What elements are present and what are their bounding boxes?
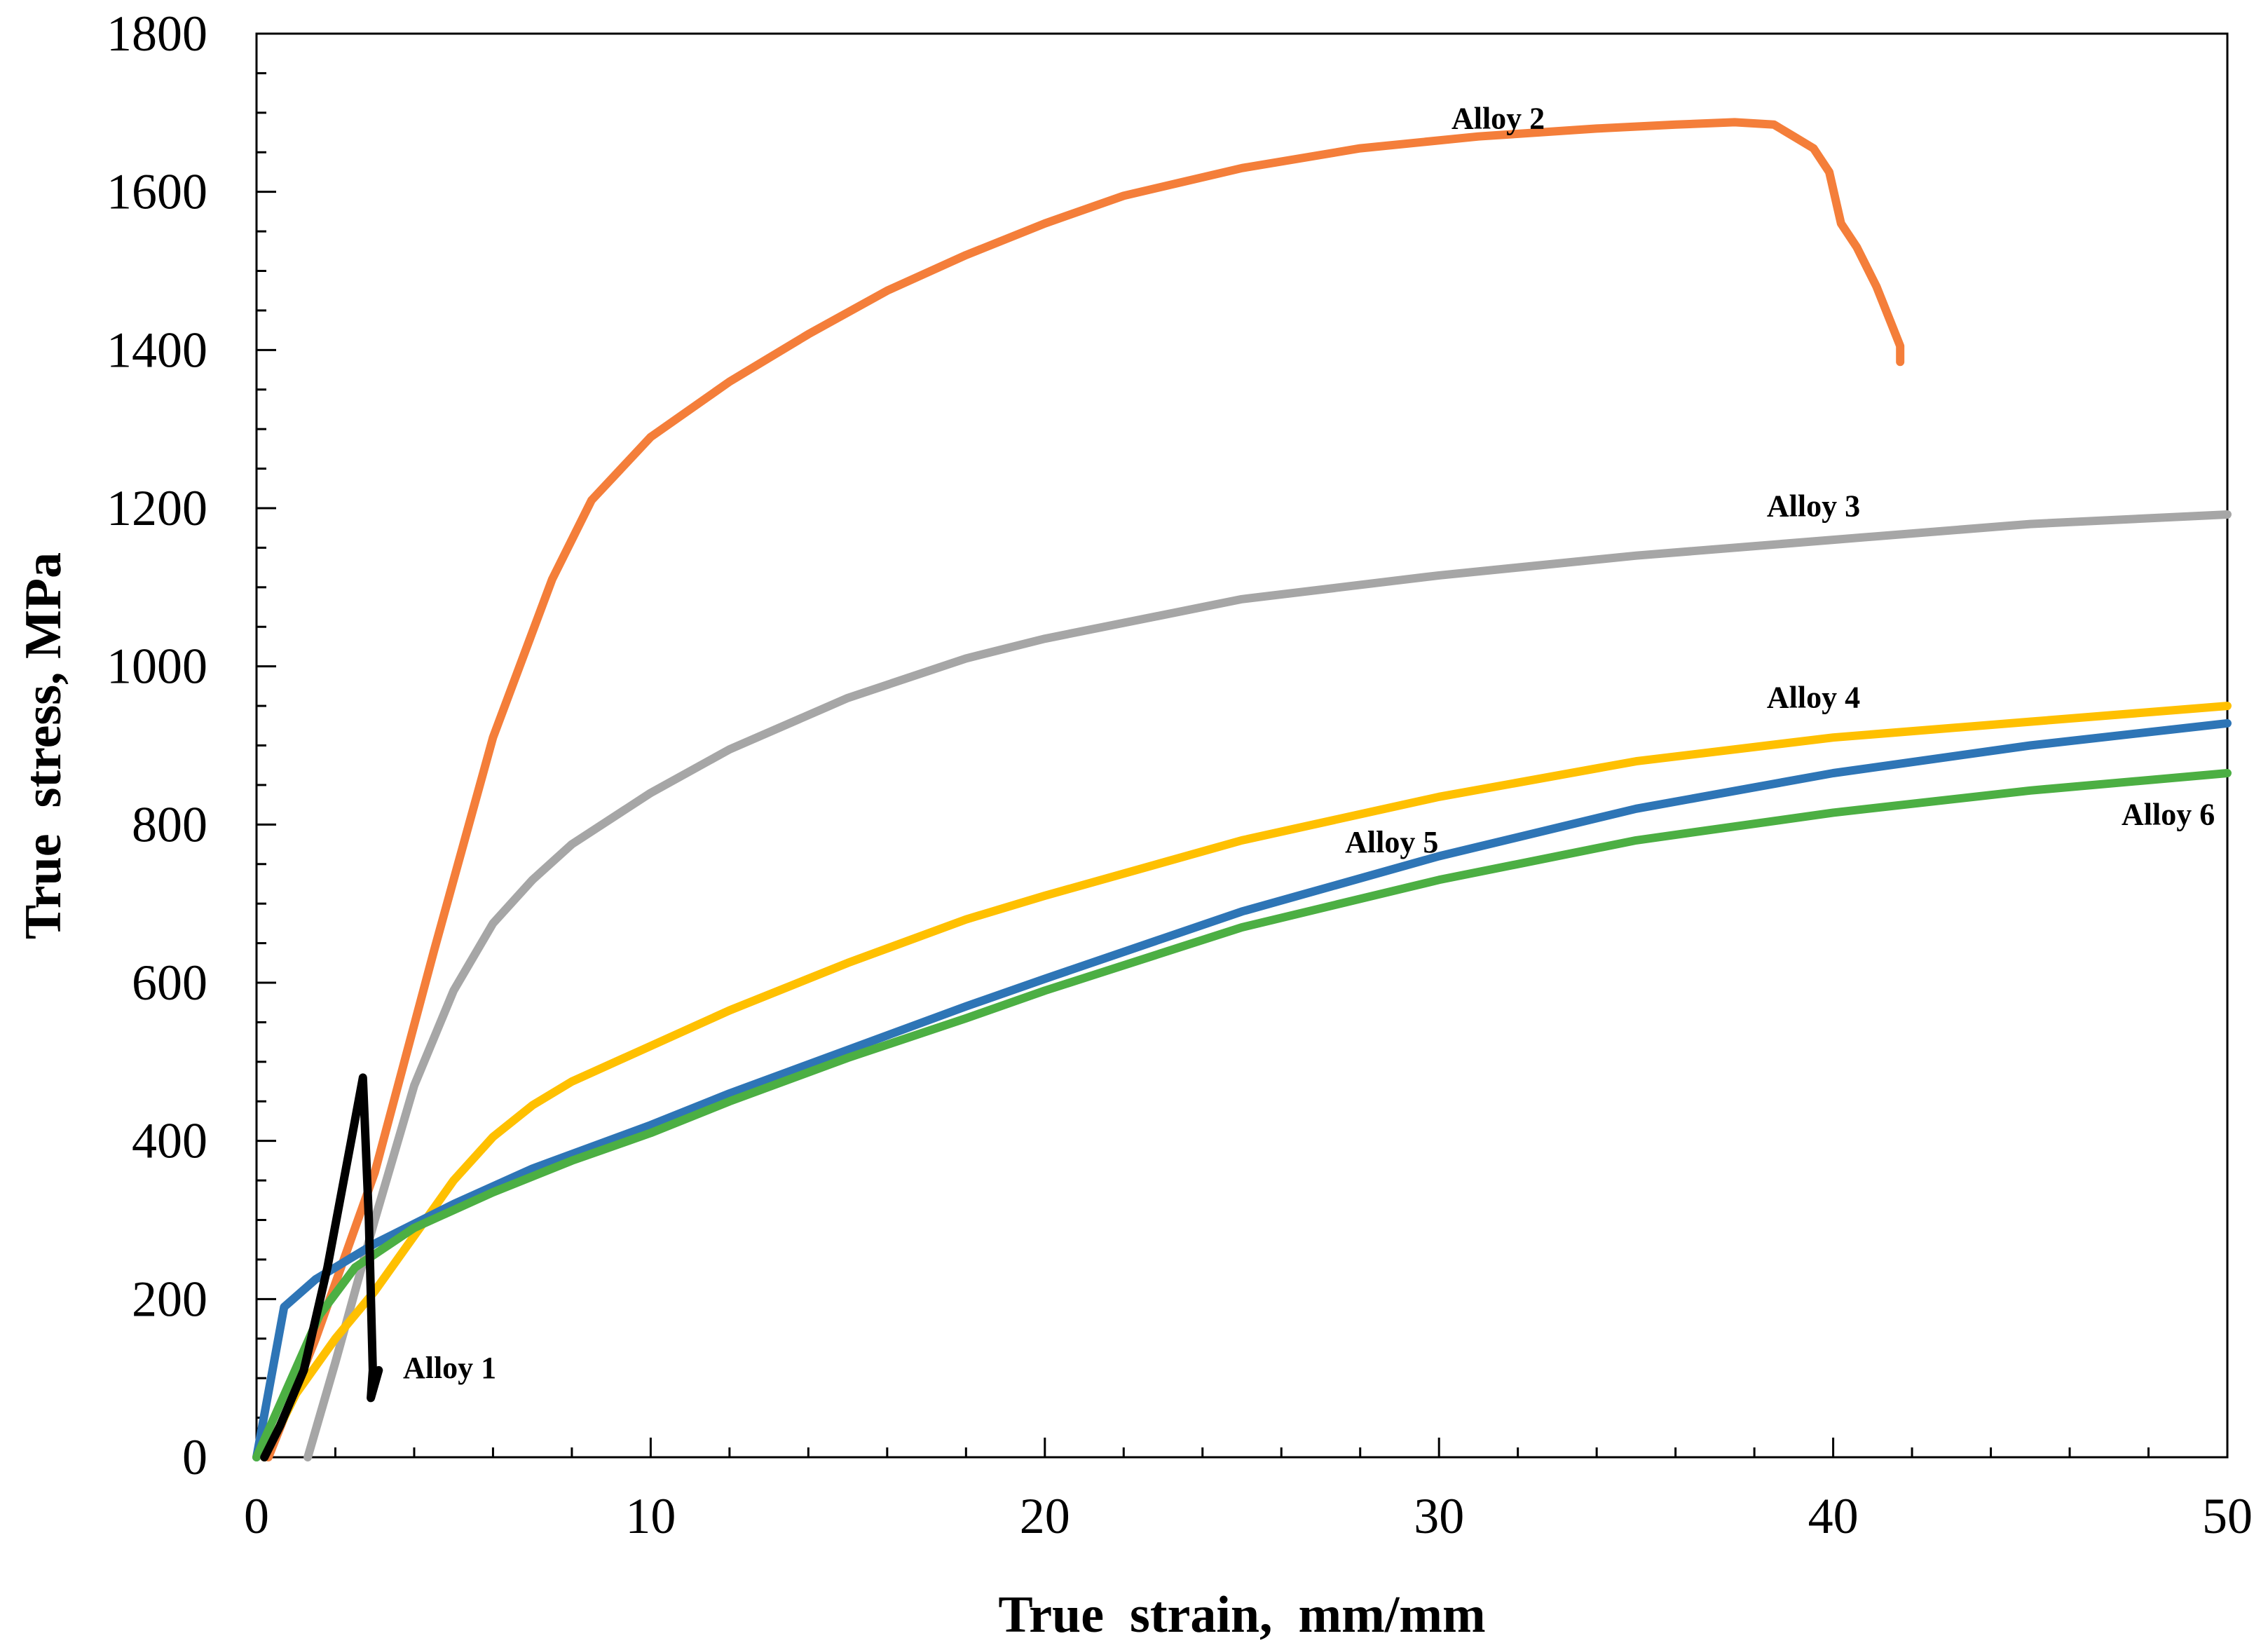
series-line-alloy-1 bbox=[260, 1073, 383, 1461]
y-axis-title: True stress, MPa bbox=[15, 552, 72, 939]
x-tick-labels: 0 10 20 30 40 50 bbox=[244, 1488, 2253, 1544]
series-line-alloy-5 bbox=[252, 718, 2232, 1461]
x-tick-label: 10 bbox=[625, 1488, 676, 1544]
y-tick-label: 0 bbox=[182, 1429, 207, 1485]
series-label-alloy-4: Alloy 4 bbox=[1767, 680, 1860, 714]
series-lines bbox=[252, 118, 2232, 1461]
series-line-alloy-6 bbox=[252, 769, 2232, 1461]
plot-frame bbox=[255, 32, 2229, 1459]
series-label-alloy-6: Alloy 6 bbox=[2122, 797, 2215, 831]
y-tick-labels: 0 200 400 600 800 1000 1200 1400 1600 1800 bbox=[107, 6, 207, 1485]
y-tick-label: 1200 bbox=[107, 480, 207, 536]
y-tick-label: 1400 bbox=[107, 322, 207, 378]
series-line-alloy-2 bbox=[264, 118, 1905, 1461]
series-label-alloy-2: Alloy 2 bbox=[1451, 101, 1545, 135]
series-label-alloy-3: Alloy 3 bbox=[1767, 489, 1860, 523]
x-tick-label: 30 bbox=[1414, 1488, 1464, 1544]
y-tick-label: 600 bbox=[132, 955, 207, 1011]
x-tick-label: 40 bbox=[1808, 1488, 1859, 1544]
x-tick-label: 20 bbox=[1020, 1488, 1070, 1544]
y-tick-label: 1600 bbox=[107, 164, 207, 220]
series-labels: Alloy 2 Alloy 3 Alloy 4 Alloy 5 Alloy 6 Alloy… bbox=[403, 101, 2215, 1385]
series-label-alloy-1: Alloy 1 bbox=[403, 1351, 496, 1385]
y-tick-label: 400 bbox=[132, 1113, 207, 1169]
series-line-alloy-4 bbox=[260, 702, 2232, 1461]
x-axis-title: True strain, mm/mm bbox=[998, 1586, 1485, 1644]
series-label-alloy-5: Alloy 5 bbox=[1345, 825, 1438, 859]
y-tick-label: 1800 bbox=[107, 6, 207, 62]
series-line-alloy-3 bbox=[303, 510, 2232, 1461]
y-tick-label: 800 bbox=[132, 796, 207, 852]
y-tick-label: 1000 bbox=[107, 639, 207, 695]
x-tick-label: 0 bbox=[244, 1488, 269, 1544]
y-tick-label: 200 bbox=[132, 1271, 207, 1327]
x-tick-label: 50 bbox=[2202, 1488, 2253, 1544]
